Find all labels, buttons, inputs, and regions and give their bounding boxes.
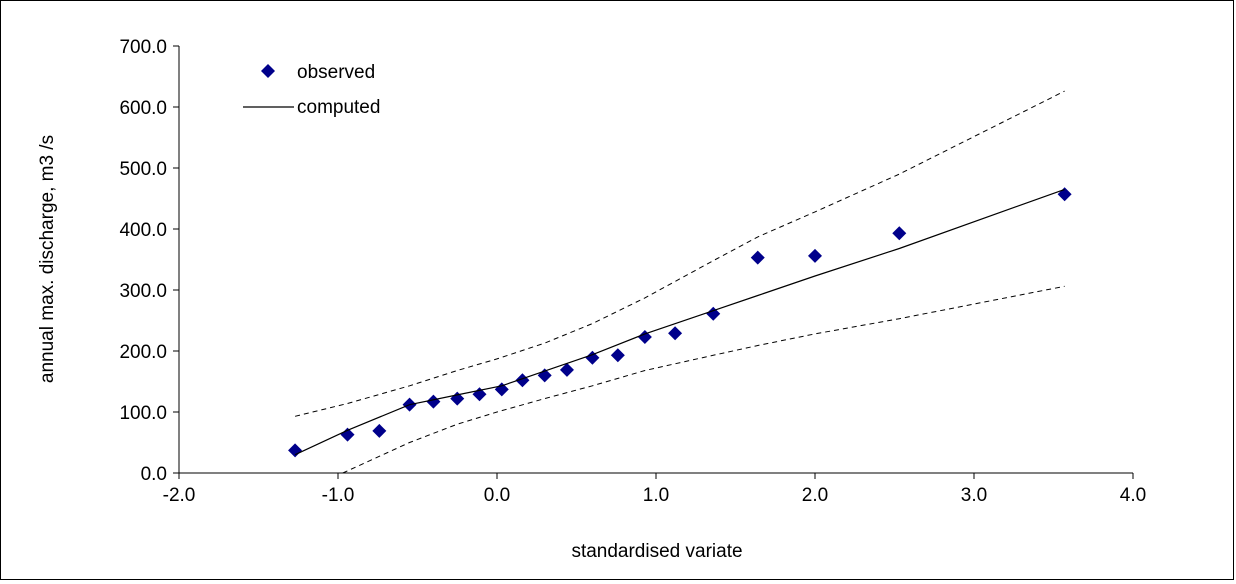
- y-tick-label: 600.0: [119, 98, 167, 119]
- upper-confidence-limit-line: [294, 90, 1065, 417]
- y-tick-label: 200.0: [119, 342, 167, 363]
- observed-point: [706, 306, 721, 321]
- x-tick-label: 1.0: [643, 485, 669, 506]
- y-tick-label: 300.0: [119, 281, 167, 302]
- y-tick-label: 400.0: [119, 220, 167, 241]
- observed-point: [340, 427, 355, 442]
- y-tick-label: 100.0: [119, 403, 167, 424]
- computed-line: [294, 188, 1065, 456]
- observed-point: [668, 326, 683, 341]
- observed-point: [750, 250, 765, 265]
- observed-point: [372, 423, 387, 438]
- observed-point: [637, 329, 652, 344]
- legend-computed-label: computed: [297, 97, 380, 118]
- observed-point: [288, 443, 303, 458]
- x-axis-title: standardised variate: [571, 541, 742, 562]
- x-tick-label: -1.0: [322, 485, 355, 506]
- x-tick-label: 3.0: [961, 485, 987, 506]
- observed-point: [426, 394, 441, 409]
- observed-point: [585, 350, 600, 365]
- observed-point: [559, 362, 574, 377]
- x-tick-label: 4.0: [1120, 485, 1146, 506]
- observed-point: [610, 348, 625, 363]
- y-axis-title: annual max. discharge, m3 /s: [37, 135, 58, 383]
- x-tick-label: 0.0: [484, 485, 510, 506]
- x-tick-label: -2.0: [163, 485, 196, 506]
- observed-point: [1057, 187, 1072, 202]
- x-tick-label: 2.0: [802, 485, 828, 506]
- legend-observed-label: observed: [297, 62, 375, 83]
- plot-series: [288, 90, 1072, 474]
- y-tick-label: 0.0: [141, 464, 167, 485]
- lower-confidence-limit-line: [342, 285, 1065, 474]
- observed-point: [515, 373, 530, 388]
- legend-observed-marker: [261, 64, 275, 78]
- axes: 0.0 100.0 200.0 300.0 400.0 500.0 600.0 700.0 -2…: [119, 37, 1146, 506]
- y-tick-label: 500.0: [119, 159, 167, 180]
- observed-point: [808, 248, 822, 263]
- legend: observed computed: [243, 62, 380, 118]
- y-tick-label: 700.0: [119, 37, 167, 58]
- observed-point: [892, 226, 907, 241]
